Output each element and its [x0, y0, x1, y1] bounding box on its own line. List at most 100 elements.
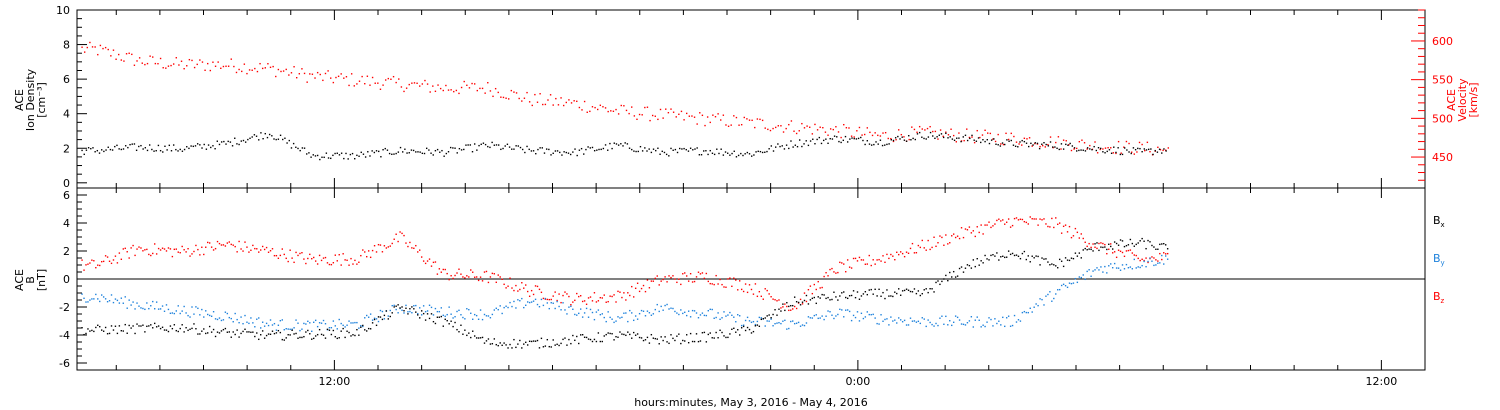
bx-point: [974, 265, 976, 268]
bx-point: [805, 294, 808, 297]
bz-point: [493, 273, 496, 275]
bz-point: [780, 307, 782, 309]
bz-point: [256, 248, 258, 250]
bx-point: [1062, 265, 1065, 268]
bz-point: [970, 232, 973, 234]
bx-point: [941, 280, 943, 283]
velocity-point: [612, 110, 615, 113]
density-point: [912, 137, 914, 140]
by-point: [106, 301, 109, 303]
velocity-point: [526, 91, 528, 94]
bx-point: [638, 336, 641, 339]
bz-point: [945, 234, 947, 236]
velocity-point: [364, 82, 366, 85]
density-point: [273, 138, 275, 140]
bz-point: [136, 248, 138, 250]
bz-point: [762, 298, 764, 300]
velocity-point: [636, 118, 638, 121]
density-point: [855, 138, 858, 140]
by-point: [546, 302, 549, 304]
bz-point: [1045, 223, 1047, 225]
density-point: [456, 152, 458, 154]
by-point: [605, 320, 607, 323]
density-point: [716, 148, 718, 150]
bx-point: [411, 306, 413, 308]
density-point: [1106, 150, 1108, 153]
bx-point: [1104, 246, 1106, 248]
bx-point: [1045, 258, 1047, 260]
density-point: [818, 136, 821, 139]
density-point: [807, 144, 810, 147]
velocity-point: [913, 128, 916, 131]
by-point: [1145, 265, 1147, 268]
bz-point: [179, 252, 181, 254]
bz-point: [104, 255, 107, 257]
by-point: [458, 309, 460, 312]
bz-point: [852, 257, 855, 260]
velocity-point: [973, 141, 976, 144]
velocity-point: [473, 83, 476, 85]
velocity-point: [706, 116, 709, 118]
bz-point: [83, 269, 85, 271]
density-point: [275, 138, 277, 141]
density-point: [504, 145, 506, 147]
bx-point: [909, 290, 912, 293]
density-point: [886, 143, 888, 146]
bx-point: [1064, 257, 1067, 259]
velocity-point: [761, 119, 764, 122]
density-point: [598, 148, 600, 151]
bz-point: [658, 284, 660, 286]
bz-point: [921, 239, 923, 242]
by-point: [472, 318, 474, 320]
by-point: [1137, 266, 1139, 268]
velocity-point: [979, 136, 981, 139]
density-point: [888, 143, 890, 145]
density-point: [940, 133, 943, 135]
by-point: [1166, 258, 1169, 260]
velocity-point: [222, 65, 225, 68]
bx-point: [939, 283, 941, 286]
velocity-point: [515, 92, 518, 94]
density-point: [118, 148, 120, 150]
bz-point: [931, 246, 933, 249]
density-point: [1152, 153, 1154, 156]
by-point: [124, 296, 126, 298]
density-point: [685, 148, 687, 151]
velocity-point: [790, 120, 793, 122]
bz-point: [153, 243, 156, 245]
bz-point: [721, 283, 723, 286]
density-point: [449, 146, 452, 149]
velocity-point: [455, 89, 458, 92]
bx-point: [886, 289, 888, 291]
bx-point: [342, 327, 344, 330]
by-point: [305, 323, 307, 325]
by-point: [919, 322, 922, 325]
velocity-point: [704, 124, 706, 127]
by-point: [1161, 254, 1163, 257]
by-point: [1127, 267, 1130, 269]
velocity-point: [531, 104, 533, 107]
bz-point: [691, 281, 694, 283]
bx-point: [185, 327, 187, 329]
density-point: [1049, 141, 1052, 143]
bx-point: [1117, 244, 1120, 246]
by-point: [193, 313, 195, 315]
density-point: [905, 140, 908, 142]
by-point: [719, 318, 721, 321]
bx-point: [197, 333, 199, 335]
bx-point: [224, 327, 227, 330]
density-point: [1082, 149, 1084, 151]
bx-point: [261, 330, 264, 332]
bz-point: [935, 245, 937, 248]
bx-point: [705, 341, 708, 343]
by-point: [420, 314, 423, 316]
bz-point: [996, 219, 998, 222]
density-point: [997, 144, 999, 146]
velocity-point: [361, 75, 363, 78]
density-point: [1093, 145, 1095, 148]
bx-point: [1049, 264, 1051, 266]
bz-point: [193, 250, 195, 253]
density-point: [194, 145, 197, 147]
by-point: [996, 322, 998, 325]
